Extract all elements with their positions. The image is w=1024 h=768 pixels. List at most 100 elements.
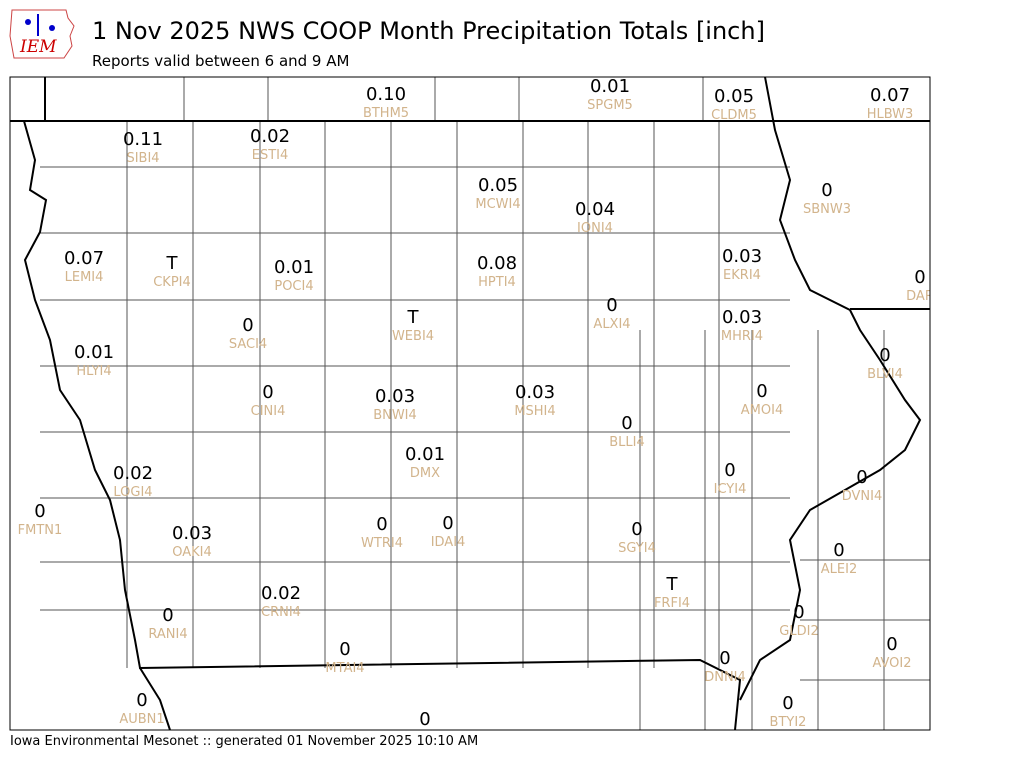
footer-credit: Iowa Environmental Mesonet :: generated … — [10, 734, 479, 749]
station-value: 0 — [833, 540, 844, 561]
station-id: BLVI4 — [867, 367, 903, 382]
station-value: 0.08 — [477, 253, 517, 274]
station-id: ESTI4 — [252, 148, 289, 163]
station-value: 0 — [136, 690, 147, 711]
station-value: 0 — [914, 267, 925, 288]
station-value: 0 — [606, 295, 617, 316]
station-id: DAR — [906, 289, 934, 304]
station-value: 0 — [719, 648, 730, 669]
station-id: BTHM5 — [363, 106, 409, 121]
station-value: 0.07 — [870, 85, 910, 106]
station-id: BLLI4 — [609, 435, 645, 450]
station-id: SPGM5 — [587, 98, 633, 113]
station-value: 0.11 — [123, 129, 163, 150]
station-value: 0 — [262, 382, 273, 403]
station-id: OAKI4 — [172, 545, 212, 560]
station-id: IONI4 — [577, 221, 613, 236]
station-id: CRNI4 — [261, 605, 301, 620]
station-value: 0.02 — [113, 463, 153, 484]
station-id: DNNI4 — [704, 670, 746, 685]
station-value: 0.07 — [64, 248, 104, 269]
svg-text:IEM: IEM — [19, 37, 57, 57]
station-value: 0 — [886, 634, 897, 655]
station-value: 0 — [339, 639, 350, 660]
station-value: 0 — [242, 315, 253, 336]
station-value: T — [666, 574, 679, 595]
station-id: ALXI4 — [593, 317, 630, 332]
station-id: MTAI4 — [325, 661, 364, 676]
station-id: AVOI2 — [872, 656, 911, 671]
station-value: 0 — [724, 460, 735, 481]
station-value: 0 — [821, 180, 832, 201]
station-id: POCI4 — [274, 279, 313, 294]
station-value: 0 — [793, 602, 804, 623]
map-title: 1 Nov 2025 NWS COOP Month Precipitation … — [92, 17, 765, 45]
station-value: 0 — [162, 605, 173, 626]
station-id: MSHI4 — [514, 404, 555, 419]
map-subtitle: Reports valid between 6 and 9 AM — [92, 52, 350, 70]
station-value: 0 — [34, 501, 45, 522]
station-id: WEBI4 — [392, 329, 434, 344]
station-id: GLDI2 — [779, 624, 818, 639]
station-value: 0.01 — [590, 76, 630, 97]
station-id: IDAI4 — [431, 535, 466, 550]
station-id: CLDM5 — [711, 108, 757, 123]
station-value: T — [407, 307, 420, 328]
station-id: CINI4 — [251, 404, 286, 419]
station-value: 0.10 — [366, 84, 406, 105]
station-value: 0 — [419, 709, 430, 730]
state-boundaries — [10, 77, 930, 730]
station-id: BNWI4 — [373, 408, 417, 423]
station-id: SACI4 — [229, 337, 267, 352]
station-value: 0.01 — [274, 257, 314, 278]
station-id: ALEI2 — [821, 562, 857, 577]
station-value: T — [166, 253, 179, 274]
station-value: 0 — [621, 413, 632, 434]
station-value: 0 — [376, 514, 387, 535]
station-id: AMOI4 — [741, 403, 783, 418]
station-id: FRFI4 — [654, 596, 690, 611]
map-frame — [9, 76, 931, 731]
station-id: HPTI4 — [478, 275, 516, 290]
station-value: 0.01 — [405, 444, 445, 465]
station-value: 0 — [879, 345, 890, 366]
station-value: 0.05 — [714, 86, 754, 107]
station-id: SIBI4 — [126, 151, 159, 166]
station-id: SGYI4 — [618, 541, 656, 556]
